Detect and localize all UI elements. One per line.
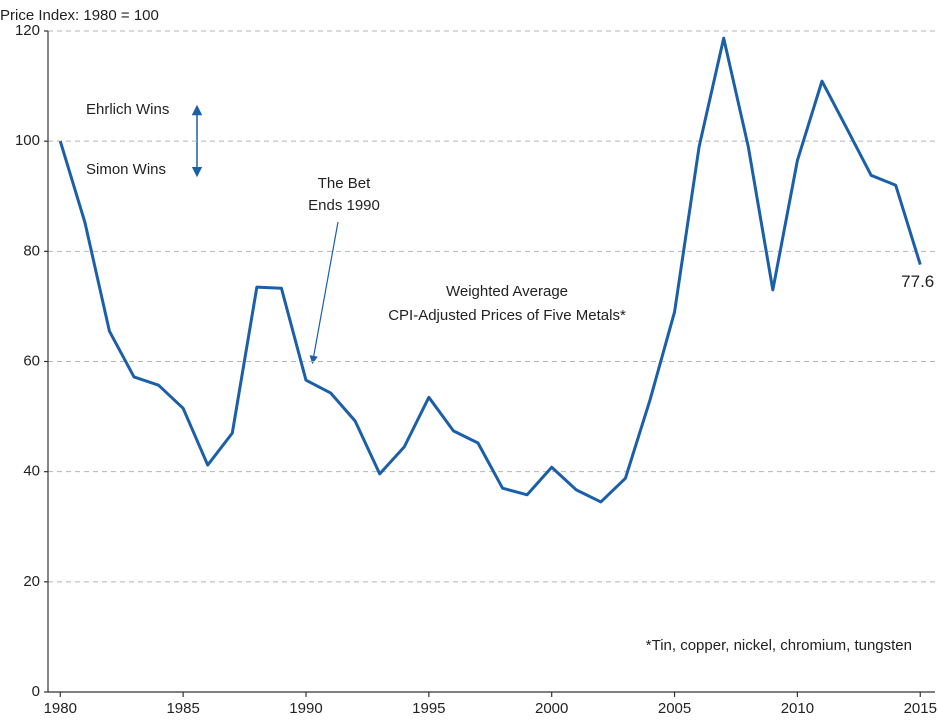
x-tick-label: 1985 <box>166 700 199 717</box>
data-label: 77.6 <box>901 272 934 291</box>
annotation: The Bet <box>318 175 371 192</box>
annotation: Ehrlich Wins <box>86 101 169 118</box>
x-tick-label: 1990 <box>289 700 322 717</box>
x-tick-label: 2000 <box>535 700 568 717</box>
x-tick-label: 1995 <box>412 700 445 717</box>
y-tick-label: 40 <box>23 463 40 480</box>
x-tick-label: 2005 <box>658 700 691 717</box>
annotation: Ends 1990 <box>308 197 380 214</box>
y-axis-label: Price Index: 1980 = 100 <box>0 7 159 24</box>
y-tick-label: 60 <box>23 352 40 369</box>
annotation: Simon Wins <box>86 161 166 178</box>
annotation: Weighted Average <box>446 283 568 300</box>
x-tick-label: 1980 <box>44 700 77 717</box>
y-tick-label: 0 <box>32 683 40 700</box>
y-tick-label: 120 <box>15 22 40 39</box>
footnote: *Tin, copper, nickel, chromium, tungsten <box>646 637 912 654</box>
y-tick-label: 20 <box>23 573 40 590</box>
arrow <box>309 221 339 365</box>
y-tick-label: 100 <box>15 132 40 149</box>
data-line <box>58 36 922 504</box>
y-tick-label: 80 <box>23 242 40 259</box>
x-tick-label: 2010 <box>781 700 814 717</box>
annotation: CPI-Adjusted Prices of Five Metals* <box>388 307 626 324</box>
x-tick-label: 2015 <box>904 700 937 717</box>
